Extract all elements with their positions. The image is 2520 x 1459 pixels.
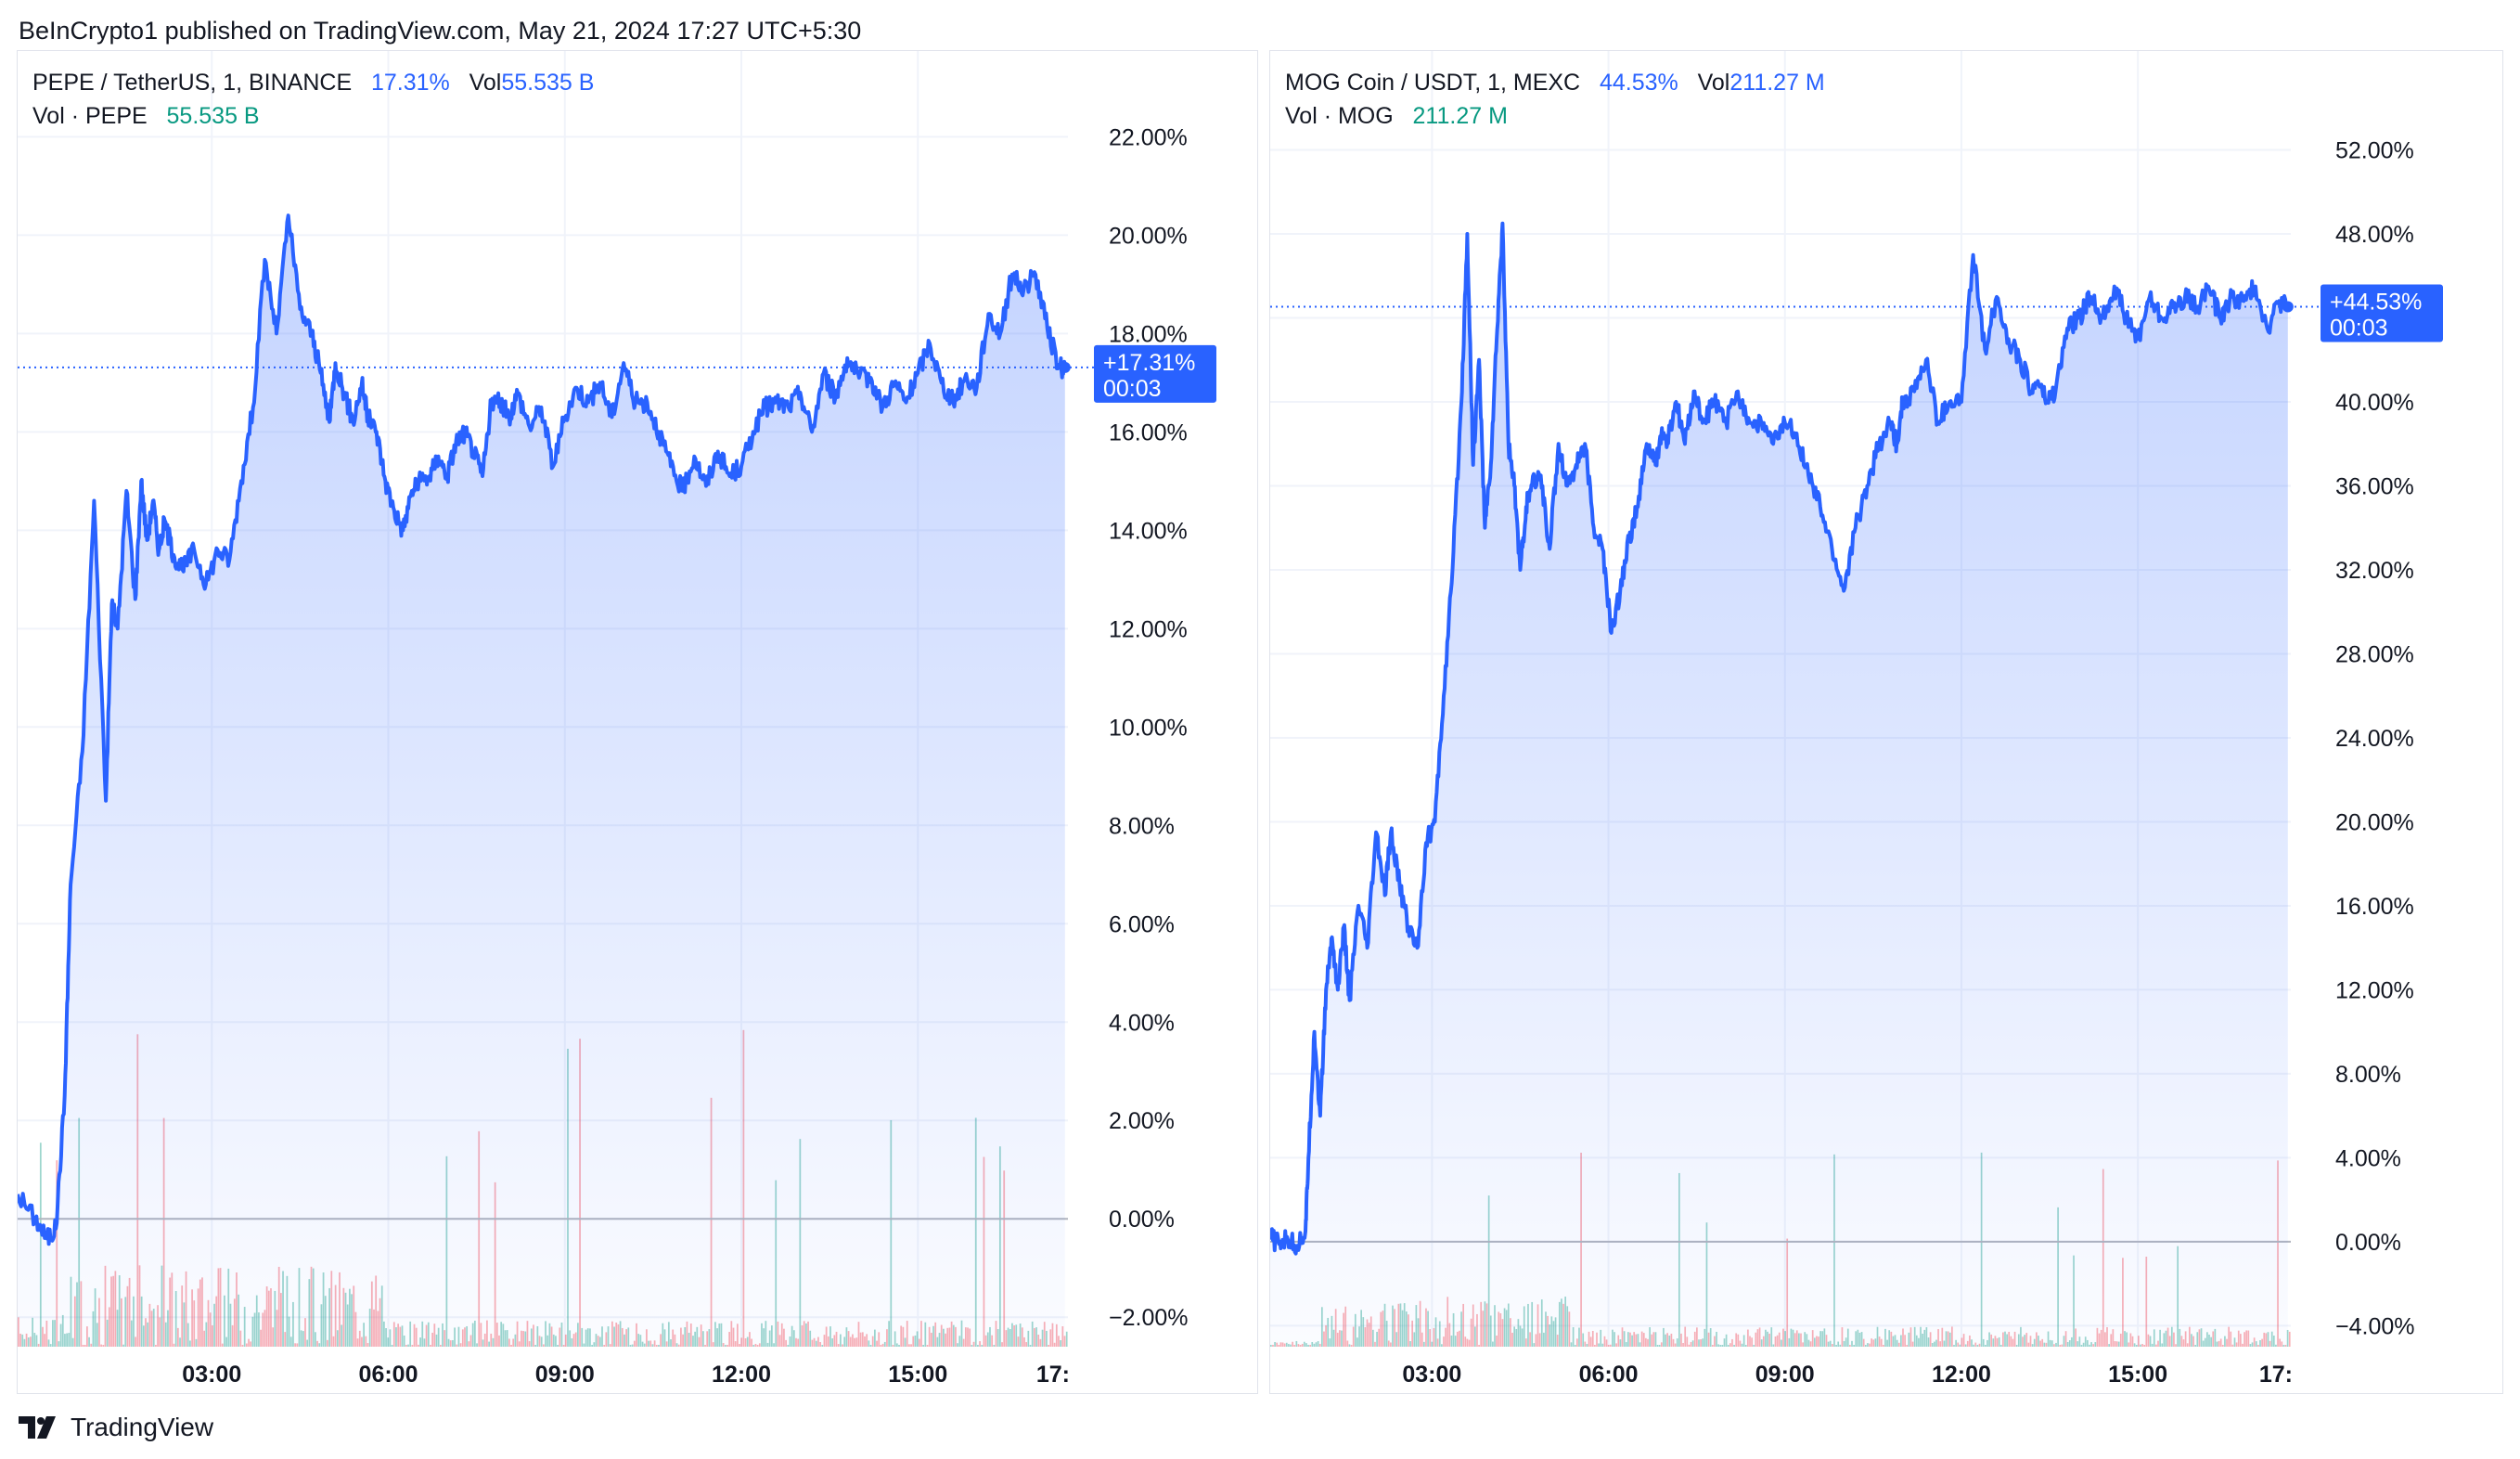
y-tick-label: 6.00% — [1109, 911, 1175, 937]
legend-row-symbol: MOG Coin / USDT, 1, MEXC 44.53% Vol211.2… — [1285, 70, 1825, 97]
last-price-label-bg — [1094, 344, 1216, 403]
price-series-line[interactable] — [18, 213, 1067, 1246]
legend-symbol: MOG Coin / USDT, 1, MEXC — [1285, 70, 1581, 96]
legend-vol-value: 55.535 B — [501, 70, 595, 96]
legend-vol-row-label: Vol · MOG — [1285, 103, 1394, 129]
legend-row-volume: Vol · PEPE 55.535 B — [32, 103, 260, 130]
legend-symbol: PEPE / TetherUS, 1, BINANCE — [32, 70, 353, 96]
y-tick-label: 18.00% — [1109, 321, 1188, 347]
chart-svg-mog[interactable]: 52.00%48.00%44.00%40.00%36.00%32.00%28.0… — [1270, 51, 2504, 1395]
area-fill — [1270, 223, 2288, 1348]
y-tick-label: 16.00% — [1109, 420, 1188, 445]
y-tick-label: 32.00% — [2335, 558, 2414, 584]
x-tick-label: 15:00 — [2108, 1362, 2167, 1388]
y-tick-label: 20.00% — [1109, 223, 1188, 249]
x-tick-label: 09:00 — [535, 1362, 595, 1388]
legend-vol-row-value: 211.27 M — [1412, 103, 1508, 129]
legend-vol-value: 211.27 M — [1729, 70, 1825, 96]
legend-vol-row-label: Vol · PEPE — [32, 103, 148, 129]
y-tick-label: −4.00% — [2335, 1313, 2415, 1339]
volume-bar — [2288, 1331, 2291, 1347]
tradingview-logo-icon — [19, 1416, 56, 1439]
legend-vol-label: Vol — [469, 70, 502, 96]
area-fill — [18, 215, 1065, 1348]
y-tick-label: 48.00% — [2335, 222, 2414, 248]
legend-vol-row-value: 55.535 B — [166, 103, 260, 129]
published-header: BeInCrypto1 published on TradingView.com… — [19, 17, 862, 45]
x-tick-label: 03:00 — [182, 1362, 241, 1388]
y-tick-label: 4.00% — [2335, 1145, 2401, 1171]
y-tick-label: 0.00% — [2335, 1230, 2401, 1256]
last-price-dot — [1059, 361, 1071, 373]
y-tick-label: 28.00% — [2335, 641, 2414, 667]
last-price-label-bg — [2321, 284, 2443, 342]
x-tick-label: 09:00 — [1755, 1362, 1815, 1388]
x-tick-label: 12:00 — [712, 1362, 771, 1388]
last-price-label: +17.31%00:03 — [1094, 344, 1216, 403]
x-tick-label: 03:00 — [1402, 1362, 1461, 1388]
chart-svg-pepe[interactable]: 22.00% 20.00% 18.00% 16.00% 14.00% 12.00% 10.0… — [18, 51, 1259, 1395]
volume-bar — [1065, 1331, 1068, 1347]
y-tick-label: 12.00% — [1109, 616, 1188, 642]
y-tick-label: 16.00% — [2335, 894, 2414, 920]
chart-panel-pepe[interactable]: 22.00% 20.00% 18.00% 16.00% 14.00% 12.00% 10.0… — [17, 50, 1258, 1394]
y-tick-label: 8.00% — [2335, 1062, 2401, 1088]
legend-vol-label: Vol — [1697, 70, 1730, 96]
legend-row-volume: Vol · MOG 211.27 M — [1285, 103, 1508, 130]
y-tick-label: 52.00% — [2335, 138, 2414, 164]
footer-brand-text: TradingView — [71, 1413, 214, 1441]
y-tick-label: 20.00% — [2335, 809, 2414, 835]
x-tick-label: 15:00 — [888, 1362, 947, 1388]
price-series-line[interactable] — [1270, 221, 2289, 1256]
legend-row-symbol: PEPE / TetherUS, 1, BINANCE 17.31% Vol55… — [32, 70, 594, 97]
y-tick-label: 8.00% — [1109, 813, 1175, 839]
y-tick-label: 36.00% — [2335, 474, 2414, 500]
y-tick-label: 24.00% — [2335, 726, 2414, 752]
x-tick-label: 06:00 — [359, 1362, 418, 1388]
last-price-label: +44.53%00:03 — [2321, 284, 2443, 342]
footer-branding[interactable]: TradingView — [19, 1413, 213, 1442]
y-tick-label: 22.00% — [1109, 124, 1188, 150]
y-tick-label: −2.00% — [1109, 1305, 1189, 1331]
last-price-value: +17.31% — [1103, 350, 1195, 376]
last-price-dot — [2282, 301, 2294, 313]
last-price-value: +44.53% — [2330, 290, 2422, 316]
y-tick-label: 10.00% — [1109, 715, 1188, 741]
y-tick-label: 4.00% — [1109, 1010, 1175, 1036]
legend-change: 44.53% — [1599, 70, 1678, 96]
last-price-countdown: 00:03 — [1103, 376, 1162, 402]
y-tick-label: 40.00% — [2335, 390, 2414, 416]
last-price-countdown: 00:03 — [2330, 316, 2388, 342]
y-tick-label: 0.00% — [1109, 1207, 1175, 1233]
y-tick-label: 12.00% — [2335, 977, 2414, 1003]
chart-panel-mog[interactable]: 52.00%48.00%44.00%40.00%36.00%32.00%28.0… — [1269, 50, 2503, 1394]
x-tick-label: 06:00 — [1579, 1362, 1639, 1388]
x-tick-label: 17: — [1036, 1362, 1070, 1388]
y-tick-label: 14.00% — [1109, 518, 1188, 544]
x-tick-label: 17: — [2259, 1362, 2293, 1388]
x-tick-label: 12:00 — [1932, 1362, 1991, 1388]
legend-change: 17.31% — [370, 70, 450, 96]
y-tick-label: 2.00% — [1109, 1108, 1175, 1134]
